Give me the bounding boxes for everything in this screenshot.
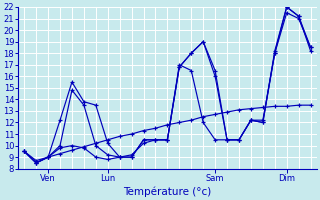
X-axis label: Température (°c): Température (°c)	[123, 186, 212, 197]
